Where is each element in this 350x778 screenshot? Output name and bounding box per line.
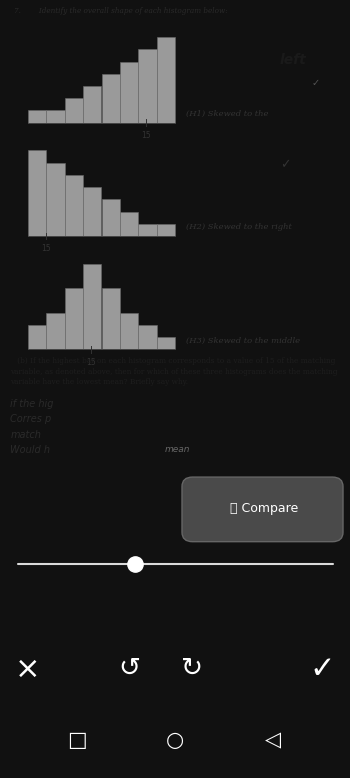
Bar — [28, 150, 46, 236]
Bar — [46, 163, 65, 236]
Bar — [46, 110, 65, 123]
Text: (H1) Skewed to the: (H1) Skewed to the — [186, 110, 268, 118]
Text: 15: 15 — [41, 244, 50, 254]
Bar — [65, 289, 83, 349]
Bar — [120, 212, 138, 236]
Text: ⧉ Compare: ⧉ Compare — [230, 502, 298, 515]
Bar — [120, 313, 138, 349]
Text: (H2) Skewed to the right: (H2) Skewed to the right — [186, 223, 291, 232]
Bar — [65, 175, 83, 236]
Bar — [120, 61, 138, 123]
Text: ×: × — [15, 655, 41, 684]
Bar — [157, 224, 175, 236]
Bar — [83, 264, 102, 349]
Text: Would h: Would h — [10, 445, 50, 455]
Bar — [65, 98, 83, 123]
Text: 7.        Identify the overall shape of each histogram below:: 7. Identify the overall shape of each hi… — [14, 7, 228, 15]
Bar — [28, 325, 46, 349]
Bar — [138, 49, 156, 123]
Text: left: left — [280, 53, 307, 67]
Text: 15: 15 — [141, 131, 150, 140]
Text: ↻: ↻ — [181, 657, 204, 682]
Text: ◁: ◁ — [265, 731, 281, 750]
Bar — [157, 37, 175, 123]
Text: ○: ○ — [166, 731, 184, 750]
Bar — [46, 313, 65, 349]
Text: ↺: ↺ — [118, 657, 141, 682]
Bar — [102, 74, 120, 123]
Bar — [28, 110, 46, 123]
Text: ✓: ✓ — [312, 78, 320, 88]
Bar — [83, 86, 102, 123]
Text: Corres p: Corres p — [10, 415, 52, 424]
Text: ✓: ✓ — [309, 655, 335, 684]
Bar — [102, 289, 120, 349]
Text: 15: 15 — [86, 358, 96, 367]
Bar — [83, 187, 102, 236]
Text: ✓: ✓ — [280, 158, 290, 171]
Text: (H3) Skewed to the middle: (H3) Skewed to the middle — [186, 337, 300, 345]
Text: mean: mean — [164, 445, 190, 454]
Text: (b) If the highest bar on each histogram corresponds to a value of 15 of the mat: (b) If the highest bar on each histogram… — [10, 357, 338, 386]
Text: match: match — [10, 429, 41, 440]
Bar — [102, 199, 120, 236]
Bar — [138, 325, 156, 349]
Bar — [138, 224, 156, 236]
Bar — [157, 338, 175, 349]
FancyBboxPatch shape — [182, 477, 343, 541]
Text: if the hig: if the hig — [10, 399, 54, 409]
Text: □: □ — [67, 731, 87, 750]
